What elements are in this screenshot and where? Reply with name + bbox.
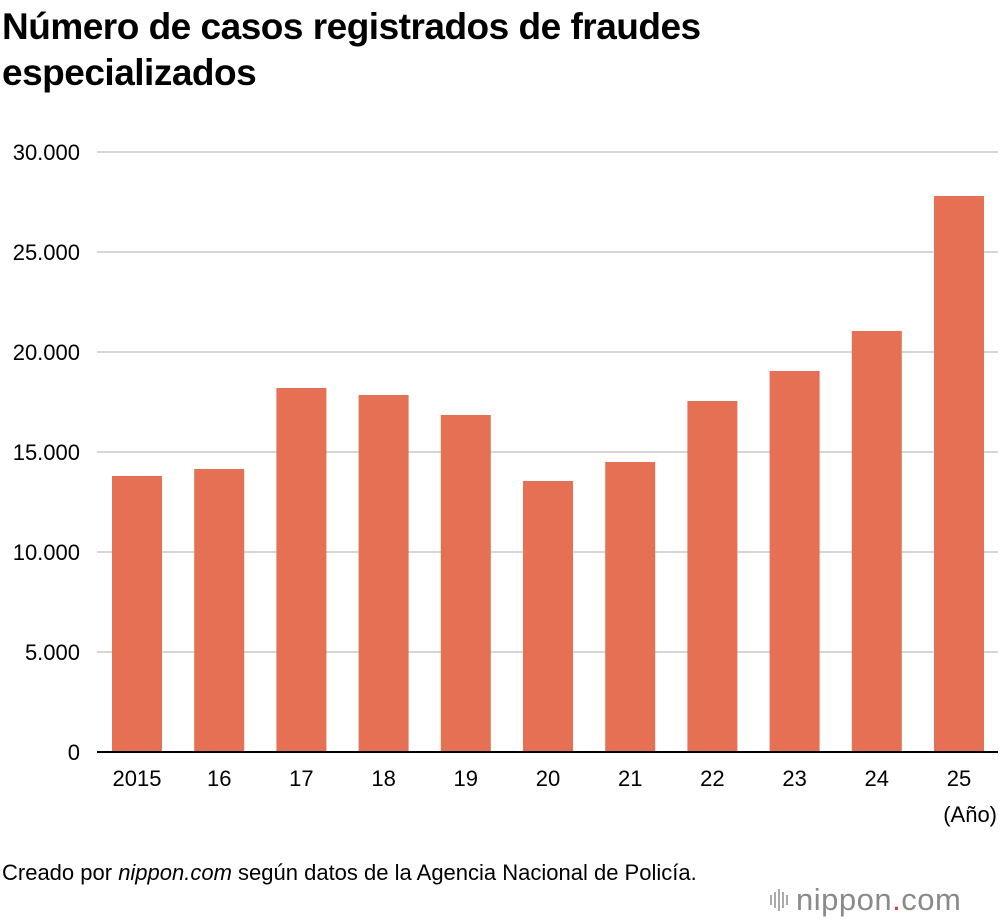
logo-wordmark: nippon.com bbox=[796, 882, 962, 917]
chart-title: Número de casos registrados de fraudes e… bbox=[2, 6, 701, 93]
x-tick-label: 24 bbox=[865, 766, 889, 791]
y-tick-label: 10.000 bbox=[13, 540, 80, 565]
source-prefix: Creado por bbox=[2, 860, 119, 885]
y-axis-ticks: 0 5.000 10.000 15.000 20.000 25.000 30.000 bbox=[13, 140, 80, 765]
y-tick-label: 20.000 bbox=[13, 340, 80, 365]
x-tick-label: 19 bbox=[454, 766, 478, 791]
bar-25 bbox=[934, 196, 984, 752]
bar-16 bbox=[194, 469, 245, 752]
x-tick-label: 22 bbox=[700, 766, 724, 791]
x-tick-label: 17 bbox=[289, 766, 313, 791]
nippon-logo: nippon.com bbox=[770, 882, 961, 918]
source-note: Creado por nippon.com según datos de la … bbox=[2, 858, 702, 888]
x-tick-label: 23 bbox=[782, 766, 806, 791]
y-tick-label: 5.000 bbox=[25, 640, 80, 665]
x-axis-ticks: 2015 16 17 18 19 20 21 22 23 24 25 bbox=[113, 766, 972, 791]
y-tick-label: 25.000 bbox=[13, 240, 80, 265]
x-tick-label: 2015 bbox=[113, 766, 162, 791]
source-suffix: según datos de la Agencia Nacional de Po… bbox=[231, 860, 697, 885]
y-tick-label: 15.000 bbox=[13, 440, 80, 465]
bar-21 bbox=[605, 462, 656, 752]
bar-17 bbox=[276, 388, 327, 752]
bars bbox=[112, 196, 984, 752]
bar-22 bbox=[687, 401, 738, 752]
x-axis-label: (Año) bbox=[943, 802, 997, 827]
bar-20 bbox=[523, 481, 573, 752]
y-tick-label: 30.000 bbox=[13, 140, 80, 165]
x-tick-label: 21 bbox=[618, 766, 642, 791]
x-tick-label: 16 bbox=[207, 766, 231, 791]
x-tick-label: 25 bbox=[947, 766, 971, 791]
bar-23 bbox=[769, 371, 820, 752]
logo-bars-icon bbox=[770, 889, 788, 911]
source-site: nippon.com bbox=[118, 860, 232, 885]
bar-2015 bbox=[112, 476, 162, 752]
bar-24 bbox=[851, 331, 902, 752]
x-tick-label: 20 bbox=[536, 766, 560, 791]
bar-19 bbox=[440, 415, 491, 752]
y-tick-label: 0 bbox=[68, 740, 80, 765]
bar-18 bbox=[358, 395, 409, 752]
x-tick-label: 18 bbox=[371, 766, 395, 791]
